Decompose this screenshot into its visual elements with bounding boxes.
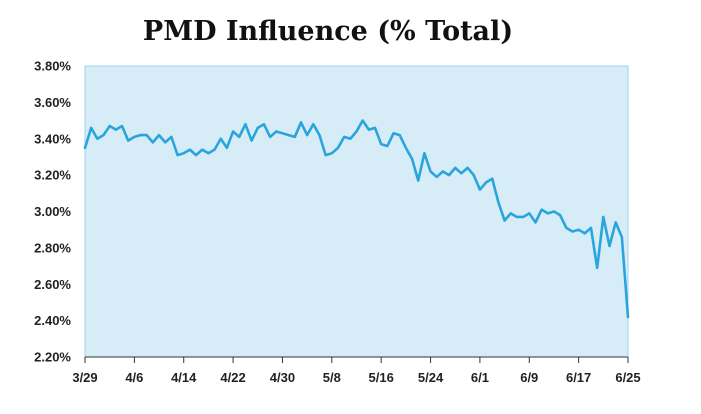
y-axis-tick-labels: 3.80% 3.60% 3.40% 3.20% 3.00% 2.80% 2.60% 2.40%… bbox=[34, 59, 71, 365]
x-tick-label: 6/17 bbox=[566, 370, 591, 385]
y-tick-label: 3.20% bbox=[34, 168, 71, 183]
y-tick-label: 3.60% bbox=[34, 95, 71, 110]
y-tick-label: 3.00% bbox=[34, 204, 71, 219]
x-tick-label: 6/25 bbox=[615, 370, 640, 385]
x-tick-label: 4/14 bbox=[171, 370, 197, 385]
x-tick-label: 6/9 bbox=[520, 370, 538, 385]
x-tick-label: 4/6 bbox=[125, 370, 143, 385]
chart-title: PMD Influence (% Total) bbox=[143, 16, 513, 47]
y-tick-label: 3.40% bbox=[34, 131, 71, 146]
x-tick-label: 5/8 bbox=[323, 370, 341, 385]
y-tick-label: 2.40% bbox=[34, 313, 71, 328]
x-tick-label: 6/1 bbox=[471, 370, 489, 385]
x-tick-label: 4/22 bbox=[220, 370, 245, 385]
x-axis-tick-labels: 3/29 4/6 4/14 4/22 4/30 5/8 5/16 5/24 6/1 6/9 6/17… bbox=[72, 370, 640, 385]
x-tick-label: 3/29 bbox=[72, 370, 97, 385]
series-line bbox=[83, 119, 630, 319]
x-axis-tick-marks bbox=[84, 357, 629, 363]
y-tick-label: 2.80% bbox=[34, 240, 71, 255]
x-tick-label: 5/24 bbox=[418, 370, 444, 385]
x-tick-label: 4/30 bbox=[270, 370, 295, 385]
y-tick-label: 2.20% bbox=[34, 350, 71, 365]
y-tick-label: 3.80% bbox=[34, 59, 71, 74]
plot-area bbox=[84, 65, 629, 358]
x-tick-label: 5/16 bbox=[369, 370, 394, 385]
y-tick-label: 2.60% bbox=[34, 277, 71, 292]
